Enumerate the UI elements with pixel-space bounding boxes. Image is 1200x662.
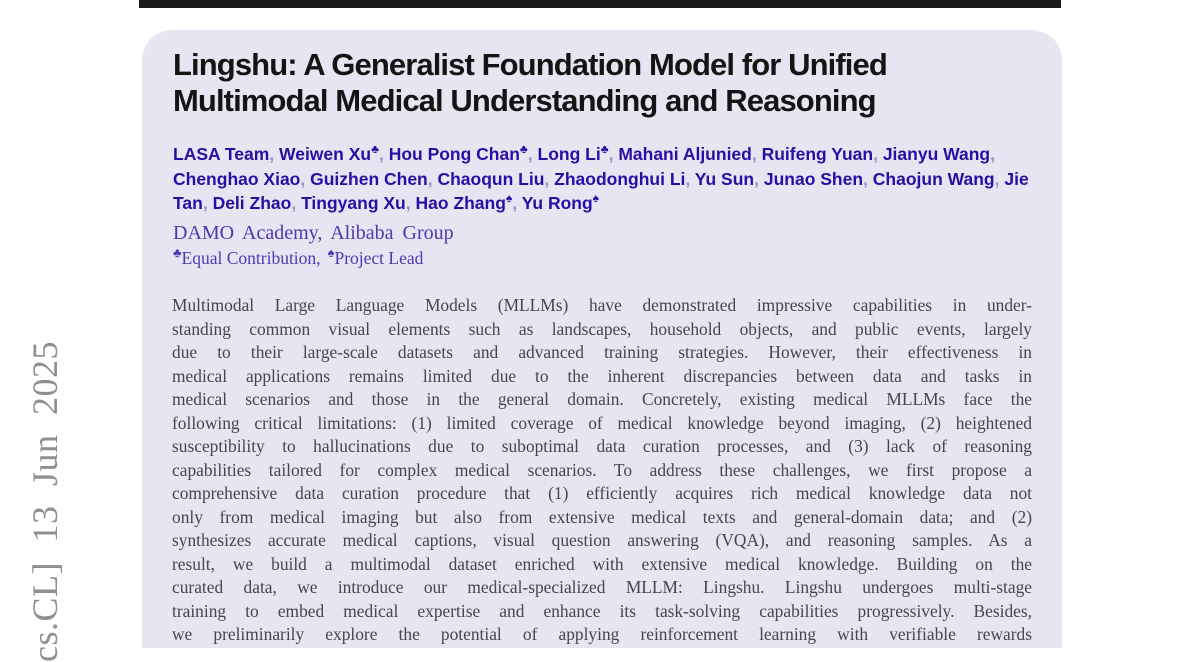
spade-icon: ♠ <box>327 245 335 261</box>
author-separator: , <box>751 144 762 164</box>
equal-contribution-label: Equal Contribution, <box>181 248 321 268</box>
author-separator: , <box>994 168 1005 189</box>
paper-card: Lingshu: A Generalist Foundation Model f… <box>142 30 1062 648</box>
abstract-line: standing common visual elements such as … <box>172 318 1032 339</box>
author-name: Chaojun Wang <box>872 168 995 189</box>
author-separator: , <box>527 144 538 164</box>
affiliation: DAMO Academy, Alibaba Group <box>173 222 454 244</box>
author-separator: , <box>512 193 522 213</box>
abstract-line: curated data, we introduce our medical-s… <box>172 577 1032 597</box>
author-name: Chenghao Xiao <box>173 168 301 189</box>
spade-icon: ♠ <box>592 191 600 206</box>
author-name: Guizhen Chen <box>310 168 428 189</box>
abstract-line: only from medical imaging but also from … <box>172 506 1032 527</box>
paper-title-line-2: Multimodal Medical Understanding and Rea… <box>173 82 877 118</box>
author-name: Hao Zhang♠ <box>415 191 513 213</box>
author-name: Chaoqun Liu <box>437 168 545 189</box>
abstract: Multimodal Large Language Models (MLLMs)… <box>172 294 1032 647</box>
author-separator: , <box>754 168 764 189</box>
abstract-line: synthesizes accurate medical captions, v… <box>172 530 1032 550</box>
contribution-note: ♣Equal Contribution, ♠Project Lead <box>173 245 424 269</box>
author-separator: , <box>685 168 695 189</box>
author-name: Zhaodonghui Li <box>554 168 686 189</box>
club-icon: ♣ <box>371 142 379 157</box>
arxiv-stamp: cs.CL] 13 Jun 2025 <box>25 341 65 662</box>
abstract-line: we preliminarily explore the potential o… <box>172 624 1032 644</box>
author-separator: , <box>873 144 883 164</box>
abstract-line: comprehensive data curation procedure th… <box>172 483 1032 503</box>
author-name: Hou Pong Chan♣ <box>388 142 528 164</box>
author-separator: , <box>291 193 302 213</box>
author-separator: , <box>300 168 311 189</box>
author-separator: , <box>863 168 873 189</box>
author-name: LASA Team <box>173 144 270 164</box>
author-separator: , <box>202 193 213 213</box>
abstract-line: due to their large-scale datasets and ad… <box>172 342 1032 362</box>
abstract-line: susceptibility to hallucinations due to … <box>172 436 1032 456</box>
top-divider-bar <box>139 0 1061 8</box>
author-list: LASA Team, Weiwen Xu♣, Hou Pong Chan♣, L… <box>173 142 1035 216</box>
author-name: Jianyu Wang <box>882 144 991 164</box>
abstract-line: capabilities tailored for complex medica… <box>172 459 1032 480</box>
author-separator: , <box>378 144 389 164</box>
author-separator: , <box>544 168 555 189</box>
abstract-line: following critical limitations: (1) limi… <box>172 412 1032 433</box>
author-separator: , <box>608 144 619 164</box>
author-name: Tingyang Xu <box>301 193 406 213</box>
author-name: Jie Tan <box>173 168 1029 214</box>
club-icon: ♣ <box>600 142 609 157</box>
author-name: Long Li♣ <box>537 142 609 164</box>
author-name: Deli Zhao <box>212 193 292 213</box>
author-name: Ruifeng Yuan <box>761 144 874 164</box>
spade-icon: ♠ <box>505 191 513 206</box>
author-name: Mahani Aljunied <box>618 144 752 164</box>
abstract-line: medical applications remains limited due… <box>172 365 1032 386</box>
author-separator: , <box>990 144 995 164</box>
author-separator: , <box>405 193 416 213</box>
author-name: Junao Shen <box>763 168 864 189</box>
author-name: Yu Sun <box>694 168 755 189</box>
abstract-line: medical scenarios and those in the gener… <box>172 389 1032 409</box>
club-icon: ♣ <box>519 142 528 157</box>
club-icon: ♣ <box>173 245 182 261</box>
author-name: Weiwen Xu♣ <box>279 142 379 164</box>
abstract-line: training to embed medical expertise and … <box>172 600 1032 621</box>
author-separator: , <box>269 144 280 164</box>
abstract-line: Multimodal Large Language Models (MLLMs)… <box>172 295 1032 315</box>
paper-title-line-1: Lingshu: A Generalist Foundation Model f… <box>173 47 888 82</box>
project-lead-label: Project Lead <box>334 248 424 268</box>
author-separator: , <box>427 168 438 189</box>
author-name: Yu Rong♠ <box>521 191 600 213</box>
abstract-line: result, we build a multimodal dataset en… <box>172 553 1032 574</box>
paper-title: Lingshu: A Generalist Foundation Model f… <box>173 47 888 118</box>
